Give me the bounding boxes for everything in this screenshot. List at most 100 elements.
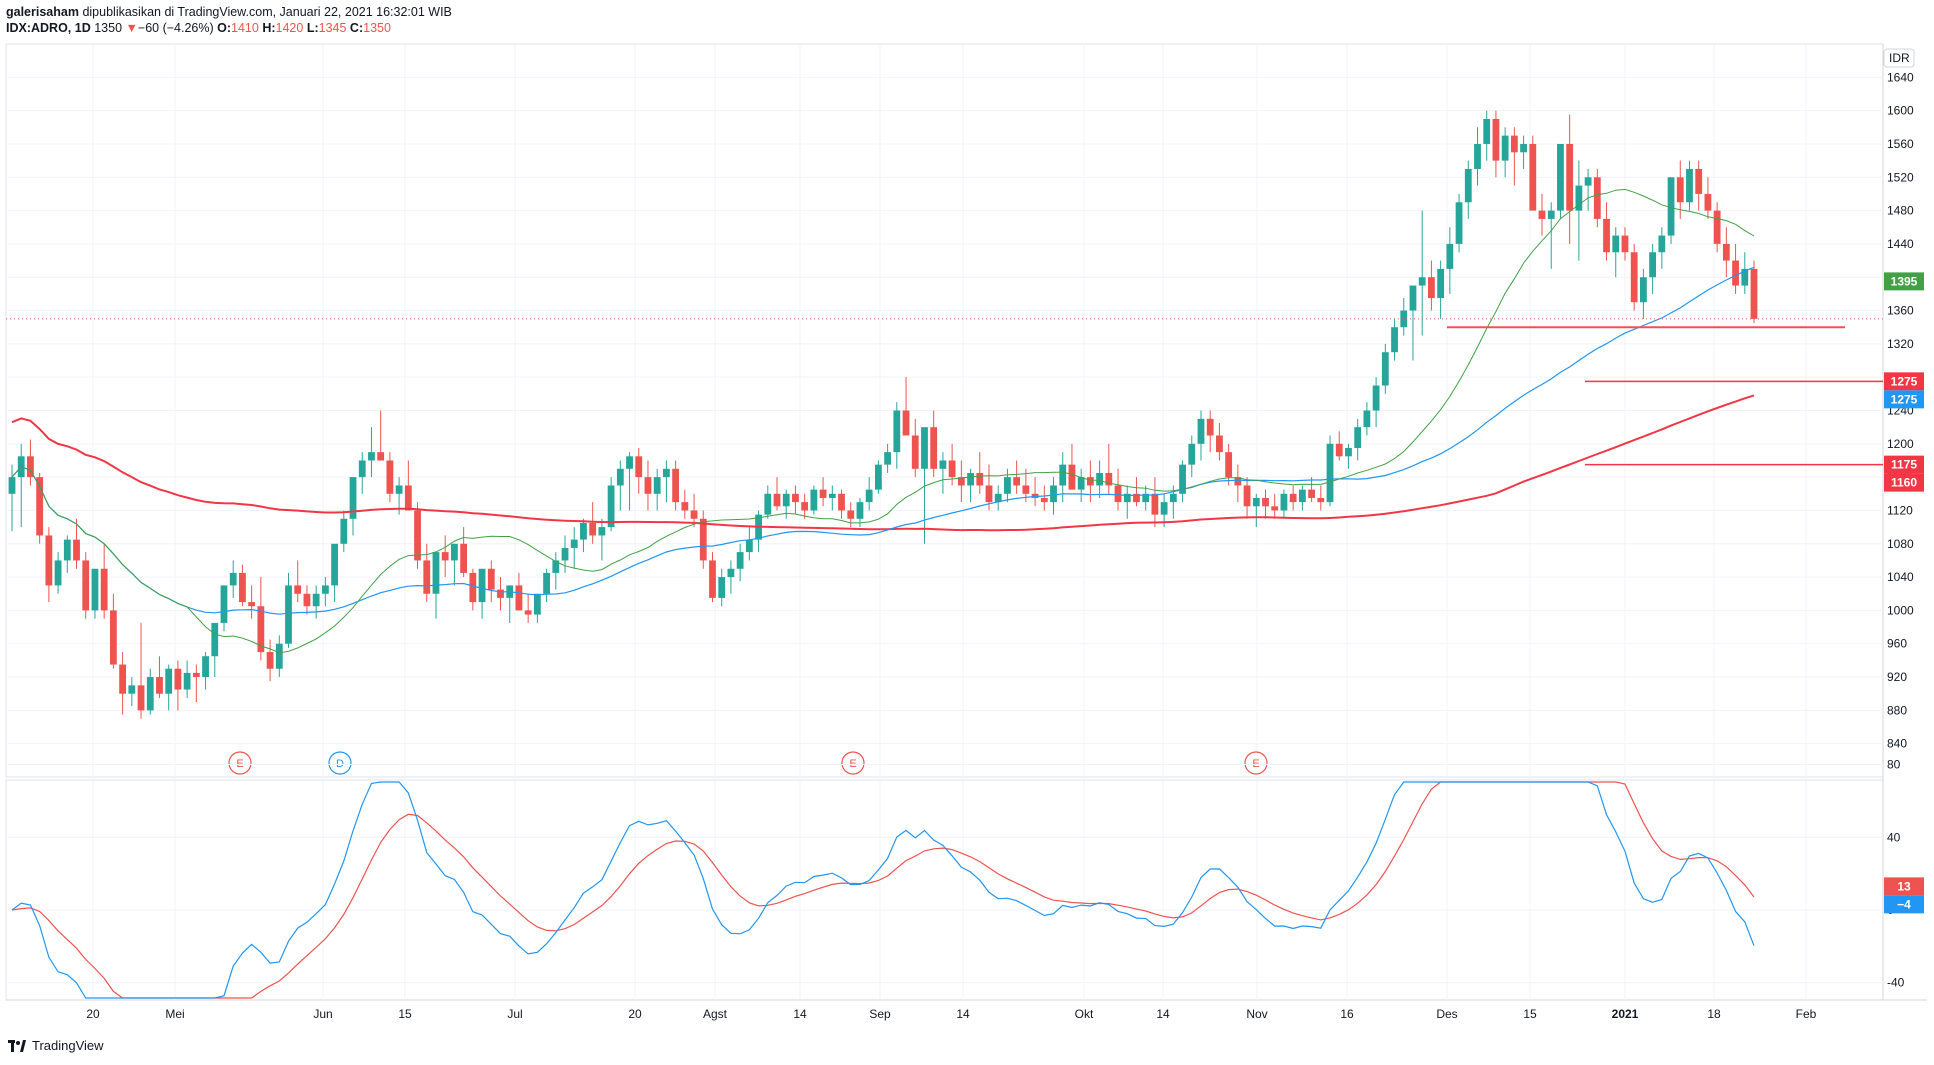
candle (423, 543, 431, 603)
candle (801, 493, 809, 519)
candle (1704, 177, 1712, 219)
candle (699, 510, 707, 569)
time-tick-label: 15 (398, 1007, 412, 1021)
author-name[interactable]: galerisaham (6, 5, 79, 19)
candle-body (985, 485, 993, 503)
candle (902, 377, 910, 436)
candle (1077, 468, 1085, 503)
oscillator-main-line (11, 781, 1755, 999)
candle (976, 452, 984, 494)
candle (1400, 298, 1408, 336)
oscillator-signal-line (11, 781, 1755, 999)
candle-body (340, 518, 348, 544)
candle (1621, 227, 1629, 261)
candle-body (478, 568, 486, 603)
candle-body (515, 585, 523, 611)
candle (266, 639, 274, 682)
candle (1722, 227, 1730, 278)
candle (1197, 410, 1205, 461)
candle-body (1630, 252, 1638, 303)
candle-body (828, 493, 836, 498)
candle-body (856, 502, 864, 519)
candle (792, 485, 799, 515)
candle-body (174, 668, 182, 690)
candle-body (294, 585, 302, 594)
candle-body (266, 652, 274, 669)
candle-body (1354, 427, 1362, 448)
candle (414, 502, 421, 569)
price-label-badge (1884, 455, 1924, 474)
candle-body (616, 468, 624, 486)
candle (1464, 160, 1472, 219)
candle (1437, 260, 1445, 319)
candle (211, 622, 219, 678)
indicator-tick-label: 80 (1887, 758, 1901, 772)
candle-body (626, 456, 633, 469)
candle (1216, 422, 1223, 461)
candle-body (1547, 210, 1555, 219)
candle (128, 677, 136, 707)
candle-body (561, 547, 569, 561)
candle (580, 518, 587, 553)
candle (1428, 260, 1435, 311)
candle (1676, 160, 1684, 219)
candle (1732, 243, 1739, 294)
candle-body (681, 502, 689, 511)
candle-body (460, 543, 468, 573)
candle-body (1077, 477, 1085, 490)
price-change: −60 (−4.26%) (137, 21, 214, 35)
candle-body (423, 560, 431, 594)
candle-body (976, 472, 984, 486)
candle (73, 518, 80, 569)
candle (967, 468, 974, 503)
candle-body (1243, 485, 1251, 507)
candle-body (792, 493, 799, 503)
candle (626, 452, 633, 511)
candle (607, 477, 615, 532)
candle (552, 552, 560, 590)
price-label-badge (1884, 372, 1924, 391)
candle-body (1160, 502, 1168, 515)
candle (718, 568, 726, 607)
candle (91, 568, 99, 619)
candle-body (1031, 493, 1039, 498)
price-label-text: 1275 (1891, 392, 1918, 406)
time-tick-label: 14 (956, 1007, 970, 1021)
indicator-tick-label: 40 (1887, 830, 1901, 844)
candle-body (727, 568, 735, 578)
candle (119, 652, 127, 715)
candle-body (1492, 118, 1500, 161)
candle-body (589, 522, 597, 536)
candle-body (1004, 477, 1011, 494)
candle-body (349, 477, 357, 519)
candle-body (884, 452, 892, 465)
candle-body (82, 560, 90, 611)
price-tick-label: 1480 (1887, 204, 1914, 218)
candle (506, 585, 514, 623)
candle-body (192, 672, 200, 678)
candle-body (1529, 143, 1537, 211)
candle (1538, 193, 1546, 236)
candle-body (1446, 243, 1454, 269)
time-tick-label: 2021 (1612, 1007, 1639, 1021)
candle-body (967, 472, 974, 486)
candle-body (1197, 418, 1205, 444)
candle-body (782, 493, 790, 507)
price-tick-label: 1360 (1887, 304, 1914, 318)
candle (165, 664, 173, 711)
candle (1068, 443, 1076, 490)
price-label-text: 1175 (1891, 458, 1917, 472)
candle-body (1326, 443, 1334, 503)
candle-body (1400, 310, 1408, 328)
candle-body (1271, 506, 1279, 511)
candle-body (73, 539, 80, 561)
candle (285, 572, 292, 648)
candle-body (1649, 252, 1657, 278)
tradingview-brand[interactable]: TradingView (32, 1038, 104, 1053)
candle-body (801, 502, 809, 511)
indicator-label-text: −4 (1897, 897, 1911, 911)
candle (1298, 485, 1306, 511)
candle-body (414, 510, 421, 561)
candle (8, 464, 16, 532)
